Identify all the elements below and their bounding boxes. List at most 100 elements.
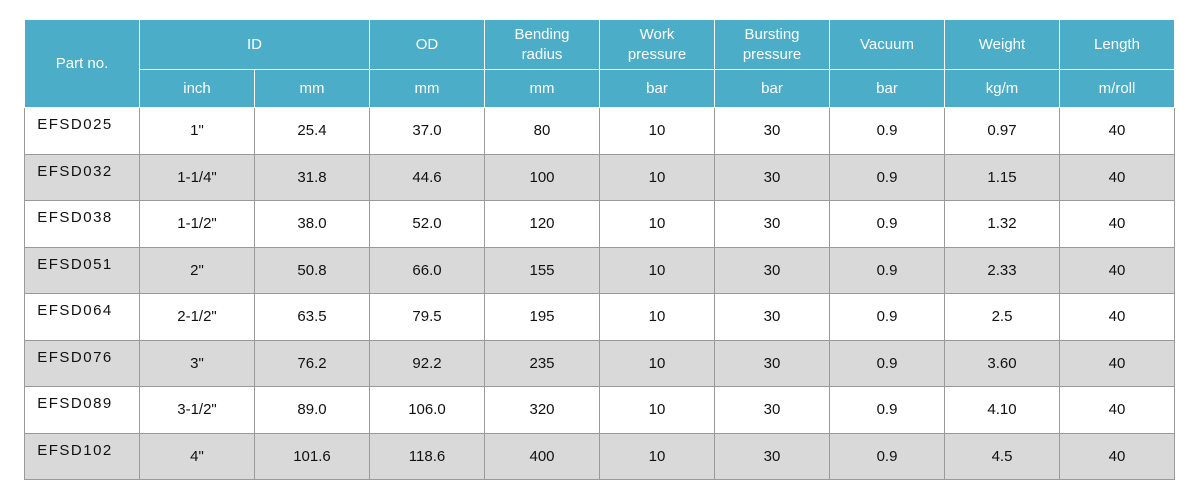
part-number: EFSD064: [24, 293, 140, 341]
cell: 10: [599, 246, 715, 294]
unit-header: bar: [829, 69, 945, 108]
table-row: EFSD032 1-1/4" 31.8 44.6 100 10 30 0.9 1.15 40: [24, 153, 1175, 201]
column-header: Part no.: [24, 19, 140, 108]
cell: 30: [714, 432, 830, 480]
cell: 31.8: [254, 153, 370, 201]
cell: 2": [139, 246, 255, 294]
column-header: Bursting pressure: [714, 19, 830, 70]
cell: 40: [1059, 339, 1175, 387]
cell: 4.5: [944, 432, 1060, 480]
cell: 66.0: [369, 246, 485, 294]
table-body: EFSD025 1" 25.4 37.0 80 10 30 0.9 0.97 40 EFSD032 1…: [24, 107, 1175, 480]
cell: 235: [484, 339, 600, 387]
cell: 40: [1059, 107, 1175, 155]
cell: 10: [599, 432, 715, 480]
cell: 4.10: [944, 386, 1060, 434]
column-header: Weight: [944, 19, 1060, 70]
cell: 10: [599, 153, 715, 201]
cell: 44.6: [369, 153, 485, 201]
table-row: EFSD051 2" 50.8 66.0 155 10 30 0.9 2.33 40: [24, 246, 1175, 294]
cell: 0.9: [829, 200, 945, 248]
part-number: EFSD032: [24, 153, 140, 201]
cell: 0.9: [829, 153, 945, 201]
cell: 40: [1059, 200, 1175, 248]
cell: 0.97: [944, 107, 1060, 155]
cell: 0.9: [829, 293, 945, 341]
cell: 25.4: [254, 107, 370, 155]
cell: 155: [484, 246, 600, 294]
cell: 195: [484, 293, 600, 341]
cell: 100: [484, 153, 600, 201]
cell: 80: [484, 107, 600, 155]
cell: 1": [139, 107, 255, 155]
part-number: EFSD076: [24, 339, 140, 387]
cell: 2-1/2": [139, 293, 255, 341]
part-number: EFSD038: [24, 200, 140, 248]
cell: 2.5: [944, 293, 1060, 341]
cell: 40: [1059, 386, 1175, 434]
cell: 37.0: [369, 107, 485, 155]
cell: 30: [714, 107, 830, 155]
cell: 0.9: [829, 432, 945, 480]
unit-header: bar: [714, 69, 830, 108]
column-header: OD: [369, 19, 485, 70]
cell: 30: [714, 339, 830, 387]
unit-row: inch mm mm mm bar bar bar kg/m m/roll: [25, 69, 1175, 108]
cell: 400: [484, 432, 600, 480]
table-row: EFSD102 4" 101.6 118.6 400 10 30 0.9 4.5 40: [24, 432, 1175, 480]
cell: 118.6: [369, 432, 485, 480]
cell: 30: [714, 153, 830, 201]
cell: 3": [139, 339, 255, 387]
cell: 40: [1059, 153, 1175, 201]
cell: 92.2: [369, 339, 485, 387]
unit-header: bar: [599, 69, 715, 108]
unit-header: mm: [369, 69, 485, 108]
unit-header: inch: [139, 69, 255, 108]
cell: 76.2: [254, 339, 370, 387]
cell: 30: [714, 200, 830, 248]
cell: 40: [1059, 246, 1175, 294]
cell: 38.0: [254, 200, 370, 248]
table-row: EFSD064 2-1/2" 63.5 79.5 195 10 30 0.9 2.5 40: [24, 293, 1175, 341]
header-row: Part no. ID OD Bending radius Work pressure B…: [24, 19, 1175, 108]
column-header: Work pressure: [599, 19, 715, 70]
part-number: EFSD051: [24, 246, 140, 294]
cell: 79.5: [369, 293, 485, 341]
cell: 10: [599, 386, 715, 434]
cell: 0.9: [829, 386, 945, 434]
column-header: Vacuum: [829, 19, 945, 70]
table-row: EFSD076 3" 76.2 92.2 235 10 30 0.9 3.60 40: [24, 339, 1175, 387]
cell: 50.8: [254, 246, 370, 294]
part-number: EFSD102: [24, 432, 140, 480]
cell: 10: [599, 293, 715, 341]
cell: 3-1/2": [139, 386, 255, 434]
cell: 120: [484, 200, 600, 248]
cell: 10: [599, 200, 715, 248]
cell: 10: [599, 339, 715, 387]
unit-header: kg/m: [944, 69, 1060, 108]
cell: 1.15: [944, 153, 1060, 201]
part-number: EFSD025: [24, 107, 140, 155]
cell: 63.5: [254, 293, 370, 341]
cell: 320: [484, 386, 600, 434]
table-row: EFSD038 1-1/2" 38.0 52.0 120 10 30 0.9 1.32 40: [24, 200, 1175, 248]
unit-header: m/roll: [1059, 69, 1175, 108]
column-header: Bending radius: [484, 19, 600, 70]
cell: 52.0: [369, 200, 485, 248]
cell: 106.0: [369, 386, 485, 434]
cell: 3.60: [944, 339, 1060, 387]
part-number: EFSD089: [24, 386, 140, 434]
table-header: Part no. ID OD Bending radius Work pressure B…: [24, 19, 1175, 108]
cell: 40: [1059, 293, 1175, 341]
cell: 89.0: [254, 386, 370, 434]
unit-header: mm: [254, 69, 370, 108]
cell: 40: [1059, 432, 1175, 480]
spec-table: Part no. ID OD Bending radius Work pressure B…: [24, 19, 1175, 480]
cell: 1.32: [944, 200, 1060, 248]
cell: 101.6: [254, 432, 370, 480]
cell: 10: [599, 107, 715, 155]
cell: 30: [714, 246, 830, 294]
cell: 1-1/4": [139, 153, 255, 201]
unit-header: mm: [484, 69, 600, 108]
cell: 2.33: [944, 246, 1060, 294]
